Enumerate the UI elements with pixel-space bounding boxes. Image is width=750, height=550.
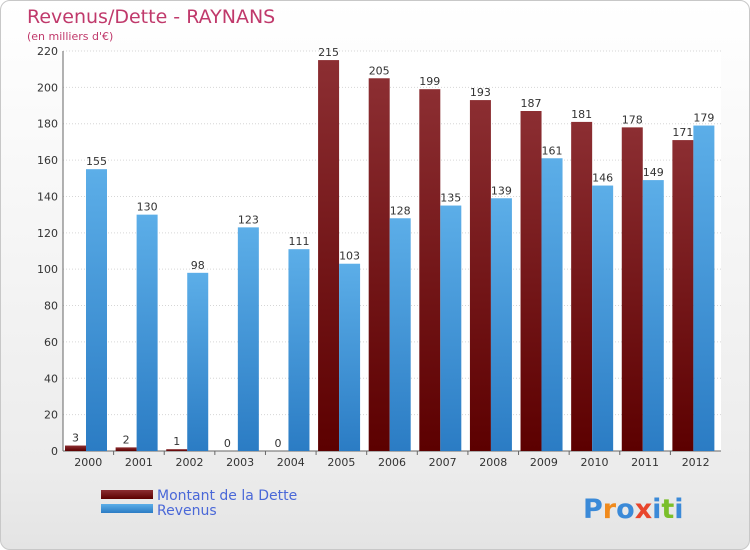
logo-letter: P xyxy=(583,494,603,525)
legend-swatch-revenus xyxy=(101,504,153,513)
y-tick-label: 100 xyxy=(37,263,58,276)
chart-title: Revenus/Dette - RAYNANS xyxy=(27,6,275,28)
y-tick-label: 40 xyxy=(44,372,58,385)
bar-revenus-2010 xyxy=(592,185,614,451)
data-label-debt-2009: 187 xyxy=(521,97,542,110)
y-tick-label: 20 xyxy=(44,409,58,422)
data-label-debt-2011: 178 xyxy=(622,113,643,126)
bar-revenus-2011 xyxy=(642,180,664,451)
x-tick-label: 2002 xyxy=(176,456,204,469)
bar-revenus-2001 xyxy=(136,214,158,451)
bar-debt-2009 xyxy=(520,111,542,451)
data-label-debt-2008: 193 xyxy=(470,86,491,99)
data-label-revenus-2007: 135 xyxy=(440,192,461,205)
data-label-debt-2005: 215 xyxy=(318,46,339,59)
y-tick-label: 140 xyxy=(37,190,58,203)
logo-letter: o xyxy=(616,494,635,525)
chart-subtitle: (en milliers d'€) xyxy=(27,30,113,43)
y-tick-label: 180 xyxy=(37,118,58,131)
legend-label-debt: Montant de la Dette xyxy=(157,488,297,504)
logo-letter: i xyxy=(674,494,683,525)
x-tick-label: 2008 xyxy=(479,456,507,469)
x-tick-label: 2012 xyxy=(682,456,710,469)
data-label-revenus-2000: 155 xyxy=(86,155,107,168)
data-label-debt-2006: 205 xyxy=(369,64,390,77)
y-tick-label: 120 xyxy=(37,227,58,240)
data-label-revenus-2001: 130 xyxy=(137,201,158,214)
x-tick-label: 2004 xyxy=(277,456,305,469)
y-tick-label: 220 xyxy=(37,45,58,58)
bar-revenus-2006 xyxy=(389,218,411,451)
logo-letter: t xyxy=(661,494,674,525)
data-label-debt-2000: 3 xyxy=(72,432,79,445)
data-label-debt-2001: 2 xyxy=(123,433,130,446)
data-label-revenus-2011: 149 xyxy=(643,166,664,179)
data-label-debt-2007: 199 xyxy=(419,75,440,88)
bar-debt-2012 xyxy=(672,140,694,451)
x-tick-label: 2011 xyxy=(631,456,659,469)
data-label-revenus-2004: 111 xyxy=(288,235,309,248)
x-tick-label: 2000 xyxy=(74,456,102,469)
bar-debt-2002 xyxy=(166,449,188,451)
data-label-revenus-2005: 103 xyxy=(339,250,360,263)
bar-revenus-2003 xyxy=(237,227,259,451)
x-tick-label: 2010 xyxy=(580,456,608,469)
bar-debt-2006 xyxy=(368,78,390,451)
bar-revenus-2000 xyxy=(86,169,107,451)
bar-debt-2010 xyxy=(571,121,593,451)
bar-debt-2001 xyxy=(115,447,137,451)
data-label-revenus-2009: 161 xyxy=(542,144,563,157)
data-label-debt-2004: 0 xyxy=(274,437,281,450)
data-label-debt-2003: 0 xyxy=(224,437,231,450)
proxiti-logo: Proxiti xyxy=(583,494,684,525)
logo-letter: r xyxy=(603,494,617,525)
y-tick-label: 160 xyxy=(37,154,58,167)
y-tick-label: 60 xyxy=(44,336,58,349)
legend-label-revenus: Revenus xyxy=(157,503,217,519)
data-label-revenus-2010: 146 xyxy=(592,172,613,185)
logo-text: Proxiti xyxy=(583,494,684,525)
y-tick-label: 200 xyxy=(37,81,58,94)
y-tick-label: 80 xyxy=(44,300,58,313)
bar-debt-2000 xyxy=(65,445,86,451)
x-tick-label: 2006 xyxy=(378,456,406,469)
bar-revenus-2012 xyxy=(693,125,715,451)
x-tick-label: 2001 xyxy=(125,456,153,469)
bar-debt-2011 xyxy=(621,127,643,451)
bar-revenus-2005 xyxy=(339,263,361,451)
bar-debt-2005 xyxy=(318,60,340,451)
y-tick-label: 0 xyxy=(51,445,58,458)
data-label-revenus-2002: 98 xyxy=(191,259,205,272)
x-tick-label: 2005 xyxy=(327,456,355,469)
data-label-revenus-2003: 123 xyxy=(238,213,259,226)
data-label-revenus-2008: 139 xyxy=(491,184,512,197)
bar-debt-2008 xyxy=(469,100,491,451)
x-tick-label: 2003 xyxy=(226,456,254,469)
logo-letter: i xyxy=(652,494,661,525)
data-label-revenus-2012: 179 xyxy=(693,112,714,125)
data-label-debt-2012: 171 xyxy=(672,126,693,139)
bar-revenus-2002 xyxy=(187,272,209,451)
bar-revenus-2009 xyxy=(541,158,563,452)
legend-swatch-debt xyxy=(101,490,153,499)
x-tick-label: 2007 xyxy=(429,456,457,469)
data-labels: 3 155 2 130 1 98 0 123 0 111 215 103 205 128 199 135 193… xyxy=(72,46,714,450)
logo-letter: x xyxy=(635,494,652,525)
bars xyxy=(65,60,715,452)
data-label-debt-2002: 1 xyxy=(173,435,180,448)
bar-revenus-2008 xyxy=(490,198,512,451)
x-tick-label: 2009 xyxy=(530,456,558,469)
legend: Montant de la Dette Revenus xyxy=(101,488,297,519)
data-label-debt-2010: 181 xyxy=(571,108,592,121)
bar-revenus-2004 xyxy=(288,249,310,451)
data-label-revenus-2006: 128 xyxy=(390,204,411,217)
bar-revenus-2007 xyxy=(440,205,462,451)
bar-debt-2007 xyxy=(419,89,441,451)
